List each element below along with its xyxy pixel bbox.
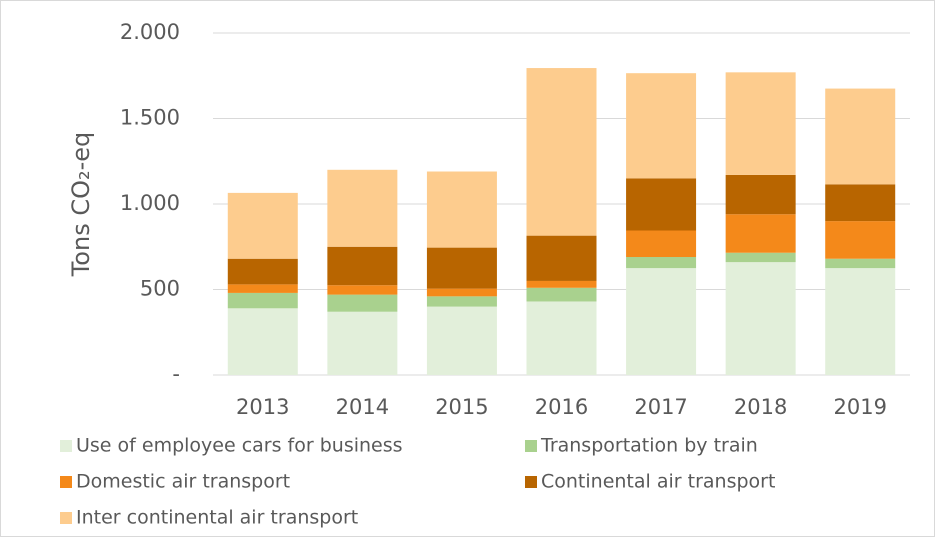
bar-segment <box>526 68 597 236</box>
bar-segment <box>725 214 796 253</box>
bar-segment <box>526 287 597 302</box>
x-tick-label: 2016 <box>535 395 588 419</box>
bar-segment <box>825 184 896 222</box>
y-tick-label: 500 <box>140 277 180 301</box>
legend-swatch <box>60 512 72 524</box>
x-tick-label: 2017 <box>634 395 687 419</box>
legend-label: Transportation by train <box>540 435 758 457</box>
bar-segment <box>426 296 497 307</box>
bar-segment <box>626 257 697 269</box>
x-tick-label: 2019 <box>833 395 886 419</box>
legend-label: Inter continental air transport <box>76 507 358 529</box>
bar-segment <box>327 169 398 247</box>
bar-segment <box>227 292 298 309</box>
x-tick-label: 2013 <box>236 395 289 419</box>
legend-label: Continental air transport <box>541 471 775 493</box>
y-tick-label: 1.500 <box>120 106 180 130</box>
bar-segment <box>426 247 497 289</box>
bar-segment <box>626 230 697 258</box>
y-tick-label: 2.000 <box>120 20 180 44</box>
bar-segment <box>426 306 497 375</box>
bar-segment <box>725 72 796 175</box>
y-axis-label: Tons CO₂-eq <box>67 132 95 278</box>
bar-segment <box>825 258 896 269</box>
bar-segment <box>327 246 398 286</box>
legend-swatch <box>60 476 72 488</box>
y-tick-label: 1.000 <box>120 191 180 215</box>
bar-segment <box>626 73 697 179</box>
bar-segment <box>825 268 896 375</box>
bar-segment <box>725 252 796 263</box>
bar-segment <box>227 308 298 375</box>
bar-segment <box>327 294 398 312</box>
bar-segment <box>526 280 597 288</box>
bar-segment <box>725 262 796 375</box>
x-tick-label: 2014 <box>336 395 389 419</box>
bar-segment <box>626 268 697 375</box>
bar-segment <box>426 171 497 248</box>
legend-label: Use of employee cars for business <box>76 435 403 457</box>
bar-segment <box>825 88 896 185</box>
legend-swatch <box>525 476 537 488</box>
bar-segment <box>327 285 398 295</box>
x-tick-label: 2018 <box>734 395 787 419</box>
x-tick-label: 2015 <box>435 395 488 419</box>
legend-swatch <box>60 440 72 452</box>
bar-segment <box>526 301 597 375</box>
bar-segment <box>227 284 298 293</box>
bar-segment <box>825 221 896 259</box>
bar-segment <box>526 235 597 281</box>
bar-segment <box>725 174 796 215</box>
legend-swatch <box>525 440 537 452</box>
bar-segment <box>426 288 497 297</box>
bar-segment <box>227 258 298 285</box>
bar-segment <box>327 311 398 375</box>
bar-segment <box>227 192 298 259</box>
y-tick-label: - <box>172 362 180 386</box>
bar-segment <box>626 178 697 231</box>
legend-label: Domestic air transport <box>76 471 290 493</box>
